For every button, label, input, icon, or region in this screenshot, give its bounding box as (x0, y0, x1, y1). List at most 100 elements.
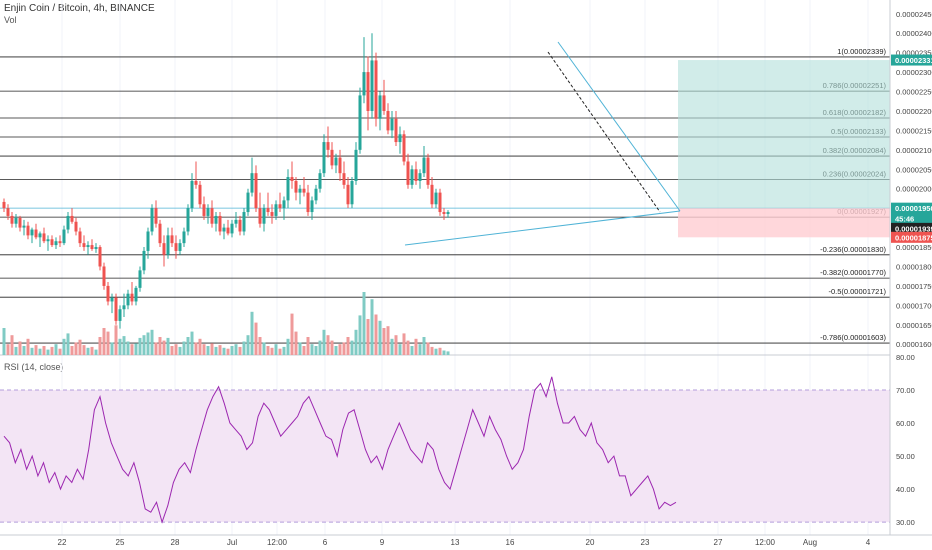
candle-body (350, 180, 354, 205)
volume-bar (22, 346, 26, 355)
volume-bar (26, 338, 30, 355)
volume-bar (46, 349, 50, 355)
candle-body (102, 266, 106, 286)
time-tick-label: 12:00 (755, 538, 776, 547)
volume-bar (266, 346, 270, 355)
volume-bar (286, 338, 290, 355)
volume-bar (270, 347, 274, 355)
volume-bar (38, 348, 42, 355)
volume-bar (302, 346, 306, 355)
volume-bar (418, 344, 422, 355)
candle-body (66, 215, 70, 230)
volume-bar (394, 335, 398, 355)
candle-body (226, 227, 230, 234)
volume-bar (282, 346, 286, 355)
candle-body (78, 231, 82, 244)
time-tick-label: 25 (116, 538, 125, 547)
candle-body (426, 157, 430, 185)
rsi-tick-label: 70.00 (896, 386, 915, 395)
volume-bar (406, 340, 410, 355)
volume-bar (82, 345, 86, 355)
candle-body (318, 173, 322, 189)
rsi-tick-label: 50.00 (896, 452, 915, 461)
volume-bar (10, 335, 14, 355)
candle-body (150, 208, 154, 232)
volume-bar (298, 342, 302, 355)
volume-bar (170, 346, 174, 355)
volume-label: Vol (4, 15, 17, 25)
volume-bar (2, 328, 6, 355)
price-tick-label: 0.00002000 (896, 185, 932, 194)
candle-body (282, 200, 286, 209)
price-tick-label: 0.00002200 (896, 107, 932, 116)
volume-bar (278, 348, 282, 355)
volume-bar (146, 332, 150, 355)
candle-body (154, 208, 158, 224)
candle-body (118, 309, 122, 321)
candle-body (394, 118, 398, 143)
candle-body (62, 229, 66, 244)
price-tick-label: 0.00002350 (896, 49, 932, 58)
candle-body (50, 239, 54, 246)
rsi-tick-label: 30.00 (896, 518, 915, 527)
rsi-line (3, 376, 677, 524)
candle-body (134, 287, 138, 302)
candle-body (194, 180, 198, 185)
candle-body (310, 200, 314, 213)
volume-bar (78, 339, 82, 355)
volume-bar (142, 335, 146, 355)
volume-bar (214, 346, 218, 355)
volume-bar (390, 338, 394, 355)
volume-bar (50, 346, 54, 355)
candle-body (82, 243, 86, 248)
candle-body (114, 297, 118, 321)
candle-body (338, 157, 342, 174)
candle-body (46, 239, 50, 242)
fib-level-label: -0.382(0.00001770) (820, 268, 886, 277)
price-tick-label: 0.00002400 (896, 29, 932, 38)
volume-bar (338, 344, 342, 355)
time-tick-label: 12:00 (267, 538, 288, 547)
candle-body (130, 293, 134, 302)
candle-body (290, 177, 294, 181)
candle-body (138, 270, 142, 288)
price-tick-label: 0.00001650 (896, 321, 932, 330)
volume-bar (42, 346, 46, 355)
volume-bar (62, 338, 66, 355)
candle-body (306, 192, 310, 213)
candle-body (234, 219, 238, 224)
candle-body (342, 173, 346, 185)
candle-body (278, 204, 282, 209)
price-tick-label: 0.00001600 (896, 340, 932, 349)
volume-bar (366, 319, 370, 355)
volume-bar (34, 345, 38, 355)
volume-bar (386, 326, 390, 355)
volume-bar (354, 329, 358, 355)
candle-body (274, 204, 278, 216)
volume-bar (230, 346, 234, 355)
candle-body (166, 235, 170, 255)
price-tick-label: 0.00001800 (896, 262, 932, 271)
volume-bar (250, 311, 254, 355)
candle-body (174, 243, 178, 251)
price-axis-label: 0.00001950 (895, 204, 932, 213)
candle-body (182, 231, 186, 244)
candle-body (98, 247, 102, 267)
candle-body (258, 208, 262, 224)
volume-bar (194, 342, 198, 355)
volume-bar (414, 338, 418, 355)
volume-bar (98, 337, 102, 355)
candle-body (270, 212, 274, 216)
fib-level-label: -0.236(0.00001830) (820, 245, 886, 254)
candle-body (374, 60, 378, 119)
volume-bar (174, 344, 178, 355)
volume-bar (290, 313, 294, 355)
price-tick-label: 0.00001750 (896, 282, 932, 291)
candle-body (362, 72, 366, 96)
volume-bar (258, 337, 262, 355)
candle-body (210, 208, 214, 224)
price-tick-label: 0.00002050 (896, 165, 932, 174)
price-axis-label-bg (891, 213, 932, 225)
volume-bar (198, 338, 202, 355)
